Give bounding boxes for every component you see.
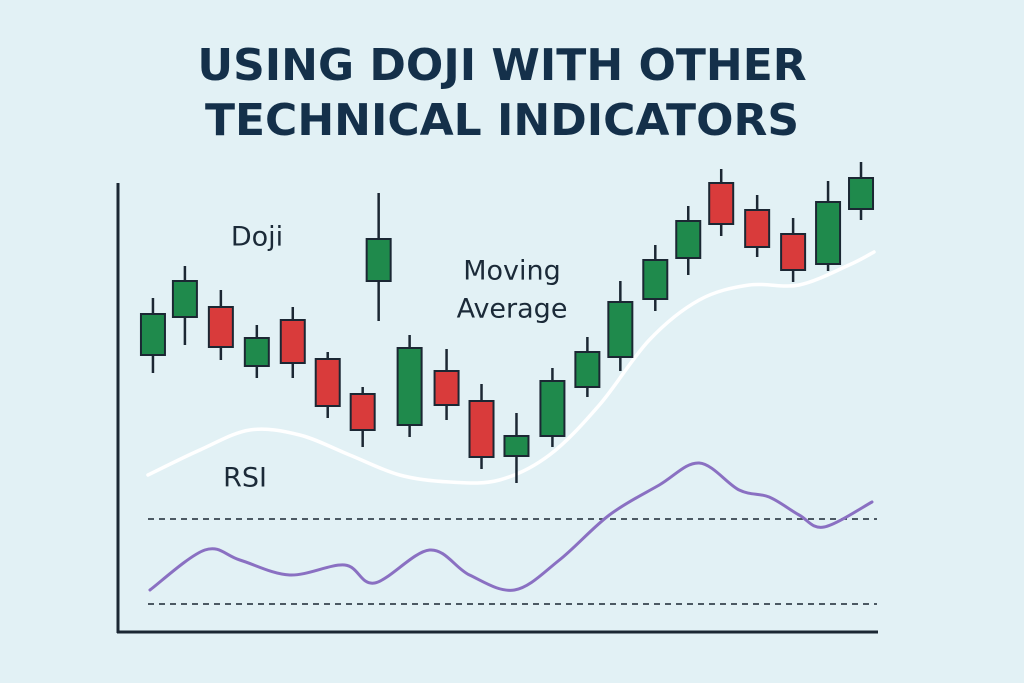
candle-body (848, 177, 875, 210)
candle-body (279, 319, 306, 364)
annotation: Average (457, 294, 568, 325)
candle-body (503, 435, 530, 457)
candle-body (314, 358, 341, 407)
candle-body (349, 393, 376, 431)
candle-body (207, 306, 234, 348)
line (148, 461, 874, 592)
candle-body (815, 201, 842, 265)
candle-body (171, 280, 198, 318)
line (146, 250, 876, 485)
annotation: Doji (231, 222, 283, 253)
candle-body (539, 380, 566, 437)
candle-body (607, 301, 634, 358)
candle-body (642, 259, 669, 300)
candle-body (243, 337, 270, 367)
candle-body (675, 220, 702, 259)
candle-body (396, 347, 423, 426)
chart-title: USING DOJI WITH OTHER (197, 40, 806, 91)
candle-body (780, 233, 807, 271)
candle-body (574, 351, 601, 388)
annotation: RSI (223, 463, 267, 494)
candle-body (433, 370, 460, 406)
chart-title: TECHNICAL INDICATORS (205, 95, 799, 146)
candle-body (139, 313, 166, 356)
candle-body (365, 238, 392, 282)
candle-body (468, 400, 495, 458)
candle-body (744, 209, 771, 248)
candle-body (708, 182, 735, 225)
annotation: Moving (463, 256, 561, 287)
